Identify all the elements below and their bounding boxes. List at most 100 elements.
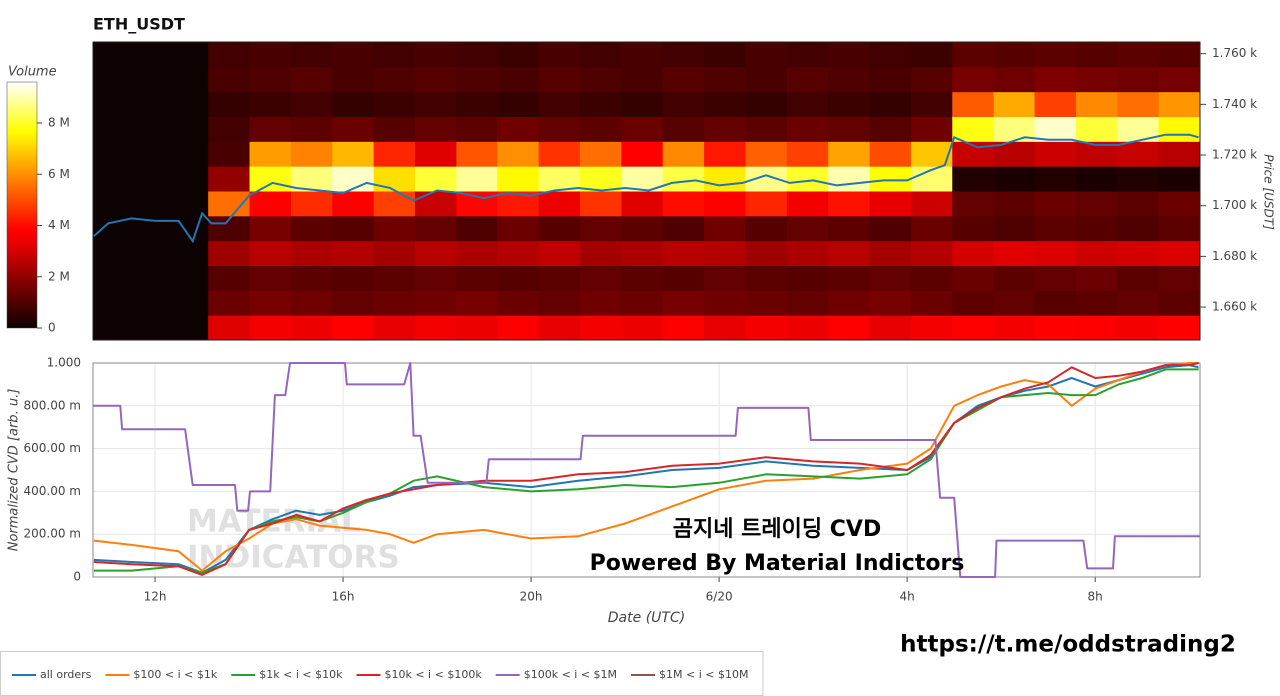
heatmap-cell — [373, 290, 416, 316]
heatmap-cell — [456, 66, 498, 93]
annotation: Powered By Material Indictors — [590, 551, 965, 576]
heatmap-cell — [745, 265, 788, 291]
heatmap-cell — [1158, 215, 1201, 242]
heatmap-cell — [621, 141, 664, 167]
legend-label[interactable]: $10k < i < $100k — [384, 668, 482, 681]
heatmap-cell — [952, 215, 995, 242]
heatmap-cell — [456, 240, 498, 266]
series-line — [93, 362, 1199, 576]
heatmap-cell — [208, 42, 251, 68]
heatmap-cell — [249, 91, 292, 117]
y-tick-label: 600.00 m — [24, 441, 82, 455]
heatmap-cell — [952, 42, 995, 68]
heatmap-cell — [621, 91, 664, 117]
heatmap-cell — [704, 141, 746, 167]
heatmap-cell — [579, 265, 622, 291]
heatmap-cell — [869, 315, 912, 341]
colorbar-title: Volume — [8, 65, 57, 80]
heatmap-cell — [704, 91, 746, 117]
heatmap-cell — [1034, 141, 1077, 167]
heatmap-cell — [332, 215, 375, 242]
heatmap-cell — [249, 315, 292, 341]
series-line — [93, 368, 1199, 574]
heatmap-cell — [249, 66, 292, 93]
heatmap-cell — [786, 66, 829, 93]
heatmap-cell — [208, 191, 251, 217]
heatmap-cell — [1075, 166, 1118, 192]
heatmap-cell — [1158, 116, 1201, 142]
heatmap-cell — [249, 240, 292, 266]
heatmap-cell — [910, 66, 953, 93]
heatmap-cell — [1117, 290, 1160, 316]
heatmap-cell — [1034, 265, 1077, 291]
heatmap-cell — [456, 141, 498, 167]
heatmap-cell — [538, 116, 581, 142]
heatmap-cell — [414, 42, 457, 68]
legend-label[interactable]: $1M < i < $10M — [659, 668, 748, 681]
heatmap-cell — [1075, 66, 1118, 93]
y-tick-label: 1.720 k — [1212, 148, 1257, 162]
heatmap-cell — [1158, 91, 1201, 117]
heatmap-cell — [704, 42, 746, 68]
heatmap-cell — [373, 315, 416, 341]
heatmap-cell — [332, 91, 375, 117]
heatmap-cell — [1075, 42, 1118, 68]
heatmap-cell — [952, 116, 995, 142]
heatmap-cell — [579, 166, 622, 192]
heatmap-cell — [1158, 240, 1201, 266]
heatmap-cell — [1117, 315, 1160, 341]
x-tick-label: 20h — [520, 590, 543, 604]
heatmap-cell — [621, 265, 664, 291]
legend-label[interactable]: $100 < i < $1k — [133, 668, 217, 681]
heatmap-cell — [993, 91, 1036, 117]
heatmap-cell — [869, 42, 912, 68]
heatmap-cell — [952, 91, 995, 117]
heatmap-cell — [910, 42, 953, 68]
heatmap-cell — [952, 240, 995, 266]
heatmap-cell — [1117, 91, 1160, 117]
heatmap-cell — [704, 265, 746, 291]
heatmap-cell — [208, 141, 251, 167]
heatmap-cell — [497, 215, 540, 242]
heatmap-cell — [1158, 315, 1201, 341]
legend-label[interactable]: $1k < i < $10k — [259, 668, 343, 681]
y-tick-label: 1.700 k — [1212, 198, 1257, 212]
legend-label[interactable]: $100k < i < $1M — [524, 668, 617, 681]
heatmap-cell — [869, 240, 912, 266]
heatmap-cell — [828, 141, 871, 167]
heatmap-cell — [414, 66, 457, 93]
heatmap-cell — [497, 265, 540, 291]
heatmap-cell — [786, 290, 829, 316]
heatmap-cell — [414, 240, 457, 266]
heatmap-cell — [538, 166, 581, 192]
heatmap-cell — [662, 191, 705, 217]
y-tick-label: 1.760 k — [1212, 46, 1257, 60]
heatmap-cell — [745, 191, 788, 217]
heatmap-cell — [497, 240, 540, 266]
heatmap-cell — [456, 215, 498, 242]
heatmap-cell — [786, 116, 829, 142]
y-tick-label: 200.00 m — [24, 527, 82, 541]
heatmap-cell — [786, 191, 829, 217]
heatmap-cell — [662, 215, 705, 242]
heatmap-cell — [952, 315, 995, 341]
heatmap-cell — [621, 116, 664, 142]
heatmap-cell — [332, 66, 375, 93]
heatmap-cell — [290, 265, 333, 291]
heatmap-cell — [414, 166, 457, 192]
heatmap-cell — [579, 240, 622, 266]
heatmap-cell — [1034, 290, 1077, 316]
heatmap-cell — [1075, 240, 1118, 266]
heatmap-cell — [786, 265, 829, 291]
legend-label[interactable]: all orders — [40, 668, 92, 681]
heatmap-cell — [828, 290, 871, 316]
heatmap-cell — [869, 215, 912, 242]
heatmap-cell — [1075, 290, 1118, 316]
y-tick-label: 1.660 k — [1212, 300, 1257, 314]
series-line — [93, 364, 1199, 574]
y-tick-label: 1.000 — [47, 356, 81, 370]
heatmap-cell — [662, 166, 705, 192]
heatmap-cell — [456, 166, 498, 192]
